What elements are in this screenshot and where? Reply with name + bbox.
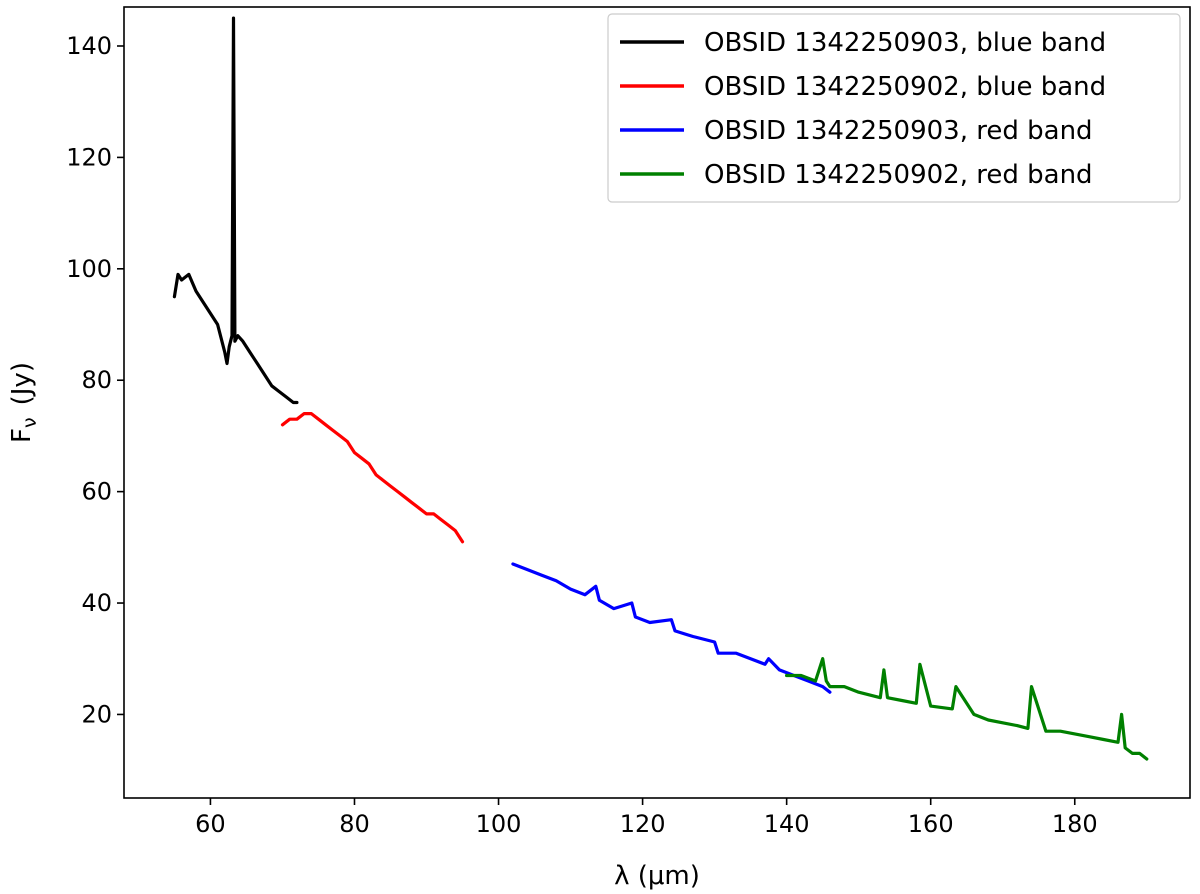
y-tick-label: 60 <box>81 478 112 506</box>
y-tick-label: 40 <box>81 589 112 617</box>
x-axis-label: λ (μm) <box>614 861 700 891</box>
y-axis-label-subscript: ν <box>19 417 41 428</box>
legend-label-1: OBSID 1342250903, blue band <box>704 28 1106 58</box>
y-axis-label: Fν (Jy) <box>7 362 41 443</box>
x-tick-label: 80 <box>339 810 370 838</box>
legend-label-4: OBSID 1342250902, red band <box>704 160 1093 190</box>
x-tick-label: 160 <box>908 810 954 838</box>
legend-entries: OBSID 1342250903, blue band OBSID 1342250… <box>620 28 1106 190</box>
x-tick-label: 60 <box>195 810 226 838</box>
y-tick-label: 80 <box>81 366 112 394</box>
x-tick-label: 180 <box>1052 810 1098 838</box>
y-axis-label-unit: (Jy) <box>7 362 37 405</box>
series-line-3 <box>511 562 832 694</box>
plot-series <box>172 16 1149 761</box>
y-axis-label-main: F <box>7 428 37 443</box>
plot-area-frame <box>123 6 1191 799</box>
x-axis-ticks: 60 80 100 120 140 160 180 <box>195 798 1098 838</box>
y-tick-label: 100 <box>66 255 112 283</box>
legend-label-3: OBSID 1342250903, red band <box>704 116 1093 146</box>
x-tick-label: 140 <box>764 810 810 838</box>
series-line-1 <box>172 16 299 405</box>
x-tick-label: 100 <box>476 810 522 838</box>
y-axis-ticks: 20 40 60 80 100 120 140 <box>66 32 124 728</box>
y-tick-label: 140 <box>66 32 112 60</box>
legend: OBSID 1342250903, blue band OBSID 1342250… <box>607 13 1181 203</box>
series-line-2 <box>280 412 465 544</box>
series-line-4 <box>784 657 1149 761</box>
x-tick-label: 120 <box>620 810 666 838</box>
legend-box <box>607 13 1181 203</box>
y-tick-label: 120 <box>66 143 112 171</box>
legend-label-2: OBSID 1342250902, blue band <box>704 72 1106 102</box>
y-tick-label: 20 <box>81 700 112 728</box>
